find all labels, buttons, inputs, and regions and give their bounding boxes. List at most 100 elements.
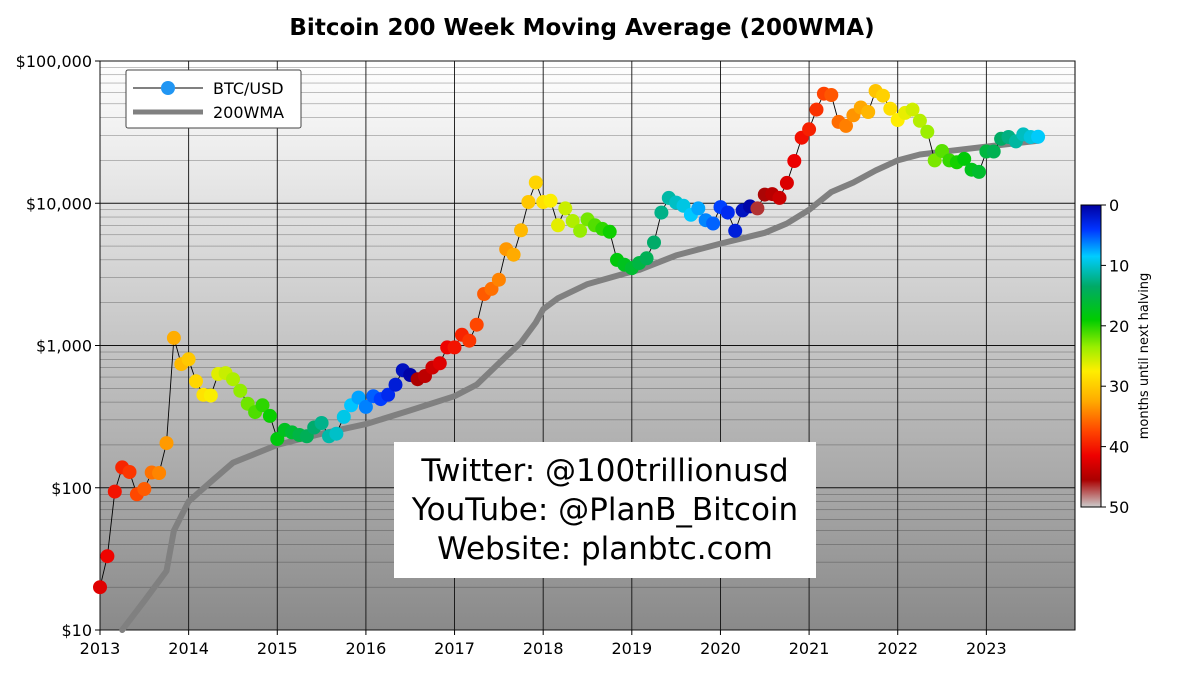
y-tick-label: $10 bbox=[61, 621, 92, 640]
colorbar-gradient bbox=[1080, 204, 1102, 508]
btc-point bbox=[839, 118, 853, 133]
btc-point bbox=[876, 88, 890, 103]
btc-point bbox=[720, 205, 735, 220]
legend-btc-label: BTC/USD bbox=[213, 79, 284, 98]
colorbar-tick-label: 0 bbox=[1109, 196, 1119, 215]
btc-point bbox=[262, 408, 277, 423]
btc-point bbox=[787, 154, 802, 168]
series-200wma-line bbox=[119, 137, 1042, 633]
btc-point bbox=[329, 426, 344, 441]
btc-point bbox=[336, 409, 351, 424]
x-tick-label: 2015 bbox=[257, 639, 298, 658]
colorbar: 0 10 20 30 40 50 months until next halving bbox=[1080, 196, 1152, 517]
x-tick-label: 2013 bbox=[80, 639, 121, 658]
minor-gridlines bbox=[100, 67, 1075, 588]
btc-point bbox=[314, 416, 329, 430]
btc-point bbox=[469, 317, 484, 332]
legend: BTC/USD 200WMA bbox=[125, 69, 302, 129]
y-tick-label: $100 bbox=[51, 479, 92, 498]
btc-point bbox=[883, 101, 898, 116]
btc-point bbox=[189, 374, 203, 389]
colorbar-tick-label: 50 bbox=[1109, 498, 1129, 517]
btc-point bbox=[203, 388, 218, 403]
btc-point bbox=[122, 465, 137, 479]
btc-point bbox=[543, 193, 558, 208]
btc-point bbox=[521, 195, 536, 209]
btc-point bbox=[957, 151, 972, 166]
btc-point bbox=[558, 201, 573, 216]
colorbar-tick-label: 30 bbox=[1109, 377, 1129, 396]
btc-point bbox=[861, 105, 876, 119]
btc-point bbox=[159, 436, 174, 451]
x-tick-label: 2023 bbox=[966, 639, 1007, 658]
legend-btc-marker bbox=[161, 81, 175, 95]
annotation-website: Website: planbtc.com bbox=[437, 531, 773, 567]
social-annotation: Twitter: @100trillionusd YouTube: @PlanB… bbox=[394, 442, 816, 578]
chart-title: Bitcoin 200 Week Moving Average (200WMA) bbox=[289, 15, 874, 41]
btc-point bbox=[691, 201, 706, 216]
btc-point bbox=[107, 484, 122, 499]
x-tick-label: 2014 bbox=[168, 639, 209, 658]
x-axis: 2013 2014 2015 2016 2017 2018 2019 2020 2021 2022… bbox=[80, 630, 1007, 658]
btc-point bbox=[506, 247, 521, 262]
x-tick-label: 2022 bbox=[877, 639, 918, 658]
btc-point bbox=[986, 144, 1001, 159]
btc-point bbox=[226, 372, 240, 387]
x-tick-label: 2021 bbox=[789, 639, 830, 658]
y-tick-label: $100,000 bbox=[16, 52, 92, 71]
btc-point bbox=[137, 482, 152, 496]
btc-point bbox=[491, 272, 506, 287]
btc-point bbox=[654, 205, 669, 220]
x-tick-label: 2018 bbox=[523, 639, 564, 658]
btc-point bbox=[447, 340, 462, 355]
x-tick-label: 2019 bbox=[611, 639, 652, 658]
y-tick-label: $10,000 bbox=[26, 194, 92, 213]
btc-point bbox=[432, 356, 447, 371]
btc-point bbox=[93, 580, 107, 595]
annotation-twitter: Twitter: @100trillionusd bbox=[420, 453, 788, 489]
btc-point bbox=[809, 102, 824, 117]
btc-point bbox=[565, 214, 580, 228]
annotation-box bbox=[394, 442, 816, 578]
colorbar-label: months until next halving bbox=[1137, 273, 1152, 440]
y-tick-label: $1,000 bbox=[36, 337, 92, 356]
btc-point bbox=[728, 223, 743, 238]
btc-point bbox=[647, 235, 661, 250]
btc-point bbox=[1031, 129, 1046, 144]
btc-point bbox=[514, 223, 528, 238]
btc-point bbox=[602, 224, 617, 239]
btc-point bbox=[779, 175, 794, 190]
btc-point bbox=[920, 124, 935, 139]
btc-point bbox=[573, 223, 588, 238]
x-tick-label: 2017 bbox=[434, 639, 475, 658]
btc-point bbox=[388, 377, 403, 392]
btc-point bbox=[905, 102, 920, 117]
colorbar-tick-label: 40 bbox=[1109, 438, 1129, 457]
btc-point bbox=[912, 113, 927, 128]
btc-point bbox=[802, 122, 817, 137]
btc-point bbox=[824, 88, 839, 102]
btc-point bbox=[233, 383, 248, 398]
colorbar-ticks: 0 10 20 30 40 50 bbox=[1101, 196, 1129, 517]
x-tick-label: 2020 bbox=[700, 639, 741, 658]
btc-point bbox=[528, 175, 543, 190]
btc-point bbox=[100, 549, 115, 564]
annotation-youtube: YouTube: @PlanB_Bitcoin bbox=[411, 492, 798, 528]
y-axis: $10 $100 $1,000 $10,000 $100,000 bbox=[16, 52, 100, 640]
btc-point bbox=[152, 466, 167, 480]
btc-point bbox=[255, 398, 270, 413]
btc-point bbox=[935, 144, 949, 158]
series-layer bbox=[93, 84, 1046, 633]
btc-point bbox=[927, 153, 942, 168]
btc-point bbox=[972, 164, 986, 179]
btc-point bbox=[750, 201, 765, 216]
btc-point bbox=[706, 216, 721, 231]
colorbar-tick-label: 10 bbox=[1109, 256, 1129, 275]
btc-point bbox=[639, 251, 654, 266]
legend-wma-label: 200WMA bbox=[213, 103, 284, 122]
btc-point bbox=[166, 330, 181, 345]
x-tick-label: 2016 bbox=[346, 639, 387, 658]
btc-point bbox=[462, 333, 477, 348]
